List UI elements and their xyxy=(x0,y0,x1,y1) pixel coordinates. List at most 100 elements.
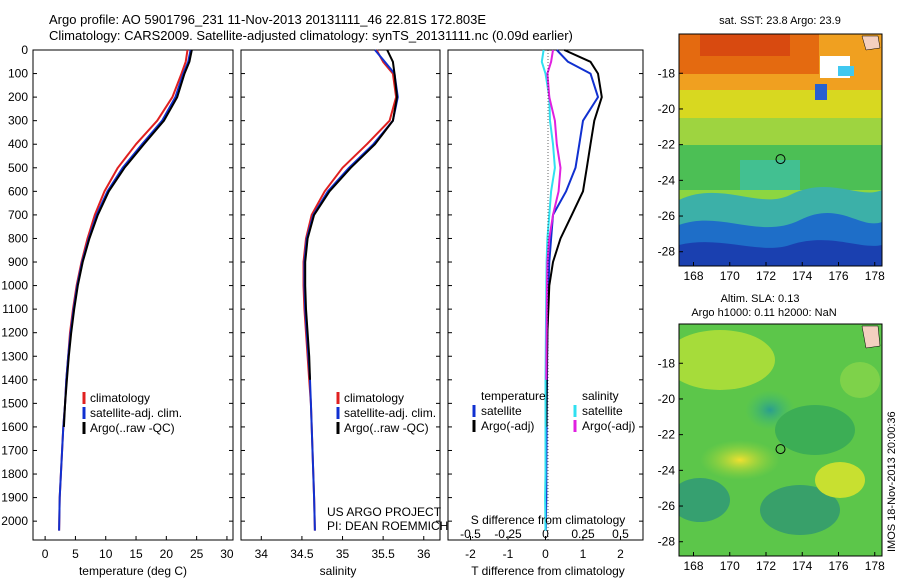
y-tick-label: 400 xyxy=(8,137,28,151)
header-line1: Argo profile: AO 5901796_231 11-Nov-2013… xyxy=(49,12,487,27)
imos-timestamp: IMOS 18-Nov-2013 20:00:36 xyxy=(886,411,898,552)
x-tick-label: 35.5 xyxy=(371,547,395,561)
series-line-t-argo-adj xyxy=(545,49,603,427)
x-tick-label: -1 xyxy=(503,547,514,561)
legend-label-satellite: satellite-adj. clim. xyxy=(344,406,436,420)
map-y-tick-label: -18 xyxy=(658,66,676,80)
legend-label-climatology: climatology xyxy=(90,391,150,405)
y-tick-label: 1500 xyxy=(1,396,28,410)
y-tick-label: 900 xyxy=(8,255,28,269)
map-y-tick-label: -22 xyxy=(658,138,676,152)
y-tick-label: 100 xyxy=(8,67,28,81)
map-y-tick-label: -20 xyxy=(658,102,676,116)
y-tick-label: 1100 xyxy=(2,302,28,316)
map-x-tick-label: 170 xyxy=(720,269,740,283)
map-y-tick-label: -26 xyxy=(658,209,676,223)
map-x-tick-label: 174 xyxy=(792,269,812,283)
map-y-tick-label: -28 xyxy=(658,535,676,549)
x-tick-label: 25 xyxy=(190,547,204,561)
sst-map-title: sat. SST: 23.8 Argo: 23.9 xyxy=(719,15,841,27)
legend-sal-heading: salinity xyxy=(582,389,619,403)
temperature-legend: climatology satellite-adj. clim. Argo(..… xyxy=(82,391,182,435)
legend-label-t-argo: Argo(-adj) xyxy=(481,419,534,433)
project-label: US ARGO PROJECT xyxy=(327,505,442,519)
temperature-xlabel: temperature (deg C) xyxy=(79,564,187,578)
map-x-tick-label: 176 xyxy=(828,269,848,283)
salinity-panel-frame xyxy=(240,49,441,541)
map-y-tick-label: -24 xyxy=(658,173,676,187)
x2-tick-label: -0.25 xyxy=(494,527,522,541)
header-line2: Climatology: CARS2009. Satellite-adjuste… xyxy=(49,28,573,43)
map-x-tick-label: 170 xyxy=(720,559,740,573)
y-tick-label: 200 xyxy=(8,90,28,104)
map-y-tick-label: -18 xyxy=(658,356,676,370)
y-tick-label: 700 xyxy=(8,208,28,222)
y-tick-label: 1200 xyxy=(1,326,28,340)
y-tick-label: 500 xyxy=(8,161,28,175)
x-tick-label: 30 xyxy=(220,547,234,561)
map-x-tick-label: 172 xyxy=(756,269,776,283)
legend-label-t-satellite: satellite xyxy=(481,404,522,418)
y-tick-label: 1400 xyxy=(1,373,28,387)
map-x-tick-label: 172 xyxy=(756,559,776,573)
x2-tick-label: -0.5 xyxy=(460,527,481,541)
y-tick-label: 600 xyxy=(8,184,28,198)
profile-location-marker xyxy=(775,154,786,165)
y-tick-label: 1600 xyxy=(1,420,28,434)
legend-label-climatology: climatology xyxy=(344,391,404,405)
map-y-tick-label: -28 xyxy=(658,245,676,259)
difference-legend: temperature salinity satellite Argo(-adj… xyxy=(472,389,635,433)
x-tick-label: 20 xyxy=(160,547,174,561)
sst-map-frame xyxy=(678,33,883,267)
map-y-tick-label: -22 xyxy=(658,428,676,442)
sla-map-title1: Altim. SLA: 0.13 xyxy=(721,293,800,305)
x-tick-label: 34.5 xyxy=(290,547,314,561)
map-y-tick-label: -26 xyxy=(658,499,676,513)
y-tick-label: 0 xyxy=(21,43,28,57)
y-tick-label: 300 xyxy=(8,114,28,128)
sst-map xyxy=(679,34,882,266)
map-x-tick-label: 168 xyxy=(683,559,703,573)
y-tick-label: 1700 xyxy=(1,443,28,457)
x-tick-label: 2 xyxy=(617,547,624,561)
x2-tick-label: 0.25 xyxy=(571,527,595,541)
series-line-climatology xyxy=(58,49,189,531)
series-line-satellite-adj-clim xyxy=(303,49,399,531)
legend-label-s-satellite: satellite xyxy=(582,404,623,418)
series-line-climatology xyxy=(302,49,398,531)
salinity-xlabel: salinity xyxy=(320,564,357,578)
map-y-tick-label: -20 xyxy=(658,392,676,406)
series-line-argo-raw-qc xyxy=(62,49,193,427)
series-line-t-satellite xyxy=(544,49,599,531)
x-tick-label: 36 xyxy=(417,547,431,561)
pi-label: PI: DEAN ROEMMICH xyxy=(327,519,448,533)
legend-label-s-argo: Argo(-adj) xyxy=(582,419,635,433)
map-x-tick-label: 178 xyxy=(865,269,885,283)
y-tick-label: 1800 xyxy=(1,467,28,481)
map-x-tick-label: 168 xyxy=(683,269,703,283)
x-tick-label: 0 xyxy=(542,547,549,561)
x-tick-label: 5 xyxy=(72,547,79,561)
x2-tick-label: 0.5 xyxy=(612,527,629,541)
map-x-tick-label: 174 xyxy=(792,559,812,573)
series-line-satellite-adj-clim xyxy=(58,49,192,531)
map-y-tick-label: -24 xyxy=(658,463,676,477)
legend-label-satellite: satellite-adj. clim. xyxy=(90,406,182,420)
y-tick-label: 1900 xyxy=(1,491,28,505)
island-shape xyxy=(861,35,881,51)
x2-tick-label: 0 xyxy=(542,527,549,541)
x-tick-label: 15 xyxy=(129,547,143,561)
x-tick-label: 0 xyxy=(42,547,49,561)
y-tick-label: 1000 xyxy=(1,279,28,293)
sla-map-title2: Argo h1000: 0.11 h2000: NaN xyxy=(691,307,836,319)
legend-label-argo: Argo(..raw -QC) xyxy=(344,421,429,435)
island-shape xyxy=(861,325,881,349)
x-tick-label: 34 xyxy=(255,547,269,561)
y-tick-label: 1300 xyxy=(1,349,28,363)
map-x-tick-label: 176 xyxy=(828,559,848,573)
sla-map xyxy=(679,324,882,556)
x-tick-label: 1 xyxy=(580,547,587,561)
temperature-panel-frame xyxy=(32,49,234,541)
s-diff-xlabel: S difference from climatology xyxy=(471,513,626,527)
profile-location-marker xyxy=(775,444,786,455)
